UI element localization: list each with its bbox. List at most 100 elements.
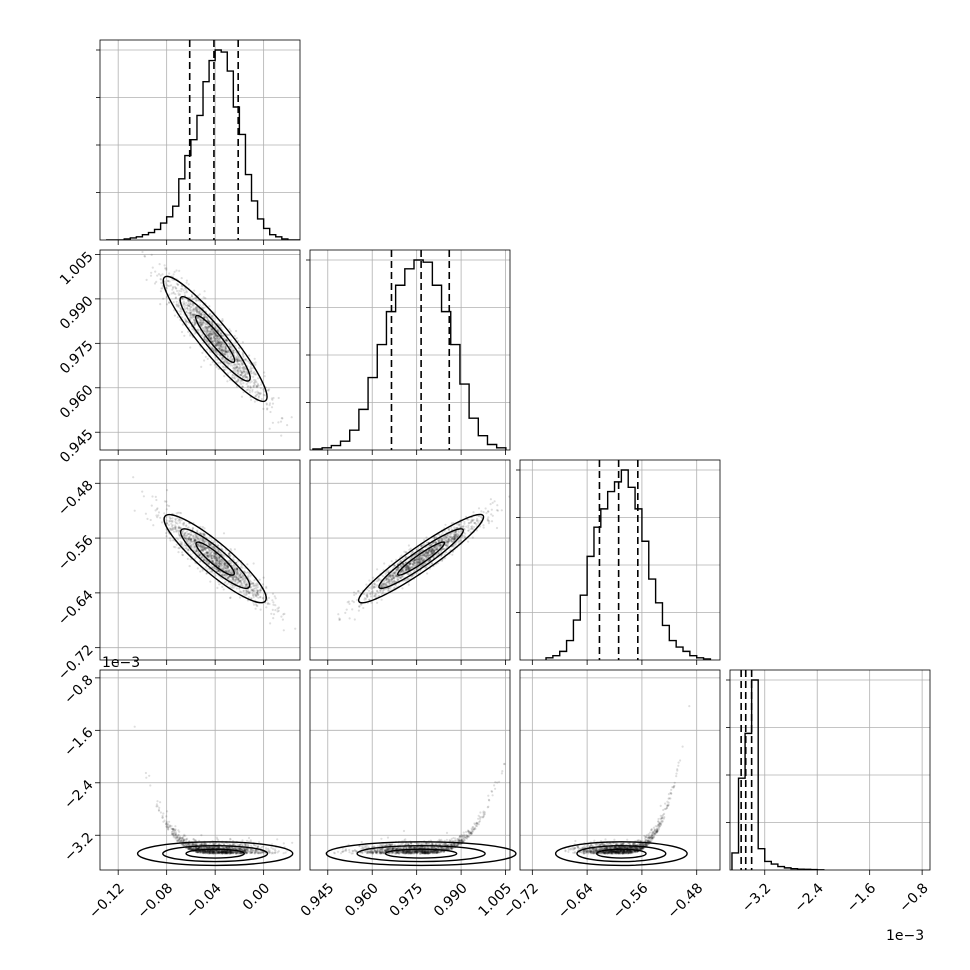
scatter-point [208, 330, 211, 333]
scatter-point [191, 527, 194, 530]
scatter-point [412, 562, 415, 565]
scatter-point [180, 287, 183, 290]
scatter-point [367, 589, 371, 592]
panel-3-0: −0.12 −0.08 −0.04 0.00−3.2−2.4−1.6−0.8 [61, 669, 301, 922]
scatter-point [247, 591, 250, 595]
scatter-point [178, 529, 181, 532]
scatter-point [438, 550, 441, 553]
scatter-point [256, 583, 260, 586]
scatter-point [198, 554, 201, 557]
scatter-point [448, 540, 451, 543]
scatter-point [216, 560, 219, 563]
scatter-point [193, 547, 196, 550]
scatter-point [274, 597, 277, 600]
scatter-point [204, 325, 207, 328]
scatter-point [217, 558, 220, 561]
scatter-point [201, 545, 204, 548]
scatter-point [217, 337, 221, 340]
scatter-point [235, 587, 238, 590]
scatter-point [428, 558, 431, 562]
scatter-point [196, 537, 199, 541]
scatter-point [239, 571, 242, 574]
scatter-point [406, 566, 409, 569]
scatter-point [163, 512, 166, 515]
scatter-point [174, 546, 177, 549]
scatter-point [228, 847, 231, 850]
scatter-point [387, 575, 390, 578]
scatter-point [241, 362, 244, 365]
scatter-point [179, 308, 182, 311]
scatter-point [176, 836, 179, 839]
scatter-point [211, 333, 214, 336]
scatter-point [276, 610, 279, 613]
scatter-point [211, 849, 214, 853]
scatter-point [352, 601, 355, 604]
scatter-point [243, 367, 246, 370]
scatter-point [257, 845, 260, 848]
scatter-point [203, 359, 206, 362]
scatter-point [217, 846, 220, 849]
scatter-point [174, 833, 177, 837]
scatter-point [206, 323, 209, 326]
scatter-point [194, 839, 197, 842]
scatter-point [432, 551, 436, 554]
scatter-point [236, 379, 240, 382]
scatter-point [175, 529, 178, 532]
scatter-point [417, 557, 420, 560]
scatter-point [163, 500, 166, 503]
scatter-point [416, 560, 419, 564]
scatter-point [265, 585, 268, 589]
scatter-point [487, 516, 490, 519]
scatter-point [274, 609, 277, 612]
scatter-point [187, 283, 190, 286]
scatter-point [290, 416, 293, 419]
scatter-point [198, 293, 201, 296]
scatter-point [123, 233, 125, 235]
scatter-point [172, 836, 175, 839]
scatter-point [417, 566, 420, 569]
scatter-point [384, 583, 387, 586]
scatter-point [410, 575, 413, 578]
scatter-point [418, 559, 421, 562]
scatter-point [195, 310, 198, 313]
scatter-point [424, 551, 427, 554]
scatter-point [201, 549, 205, 552]
scatter-point [411, 565, 414, 569]
scatter-point [216, 340, 219, 343]
scatter-point [410, 565, 413, 569]
scatter-point [239, 576, 242, 579]
scatter-point [209, 338, 212, 341]
scatter-point [347, 600, 350, 603]
scatter-point [218, 560, 221, 563]
scatter-point [252, 589, 255, 592]
scatter-point [190, 540, 193, 543]
scatter-point [242, 356, 245, 359]
scatter-point [258, 591, 261, 594]
scatter-point [353, 618, 356, 621]
scatter-point [387, 578, 390, 581]
scatter-point [198, 321, 201, 324]
scatter-point [216, 586, 219, 590]
scatter-point [237, 356, 240, 359]
scatter-point [452, 536, 455, 539]
scatter-point [228, 362, 231, 365]
scatter-point [176, 840, 179, 843]
scatter-point [222, 345, 225, 348]
scatter-point [447, 529, 451, 532]
scatter-point [383, 583, 386, 586]
scatter-point [218, 340, 221, 343]
scatter-point [391, 581, 394, 584]
scatter-point [219, 851, 222, 854]
scatter-point [234, 852, 237, 855]
scatter-point [365, 597, 368, 601]
scatter-point [165, 296, 168, 299]
scatter-point [168, 519, 171, 522]
scatter-point [396, 575, 399, 579]
scatter-point [199, 545, 202, 548]
scatter-point [246, 377, 249, 380]
scatter-point [213, 546, 216, 549]
scatter-point [177, 292, 180, 295]
scatter-point [218, 343, 221, 346]
scatter-point [493, 500, 496, 503]
scatter-point [214, 333, 218, 336]
